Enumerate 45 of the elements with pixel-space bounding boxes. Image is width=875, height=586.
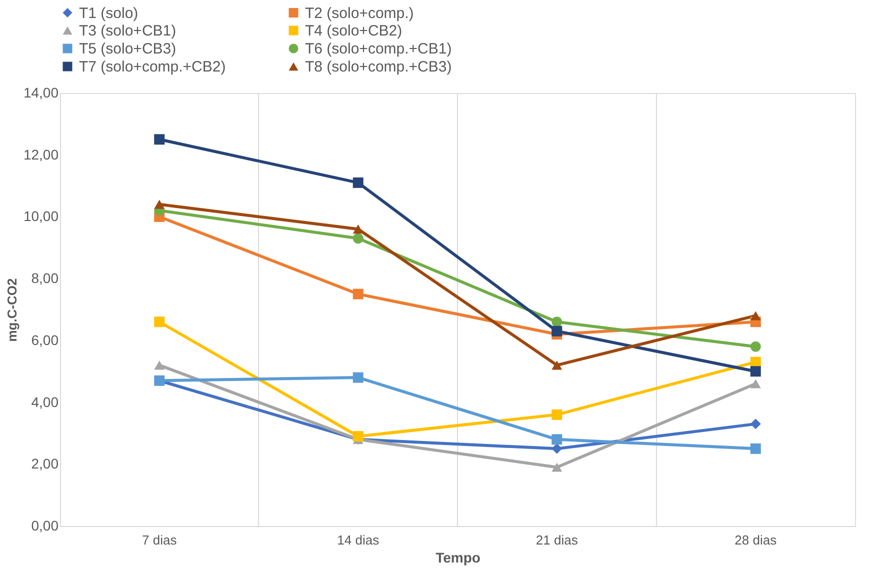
- point: [154, 200, 165, 209]
- point: [552, 316, 562, 328]
- x-axis-title: Tempo: [436, 550, 480, 566]
- y-tick-label: 10,00: [23, 208, 59, 224]
- point: [352, 224, 364, 234]
- point: [154, 134, 165, 145]
- point: [552, 462, 562, 472]
- point: [352, 177, 364, 188]
- legend-label: T7 (solo+comp.+CB2): [79, 58, 226, 76]
- legend-label: T2 (solo+comp.): [305, 4, 414, 22]
- x-tick-label: 21 dias: [536, 532, 578, 548]
- point: [750, 366, 761, 377]
- y-tick-label: 4,00: [31, 394, 59, 410]
- point: [552, 360, 562, 370]
- y-tick-label: 8,00: [31, 270, 59, 286]
- legend-label: T4 (solo+CB2): [305, 22, 402, 40]
- legend-label: T8 (solo+comp.+CB3): [305, 58, 452, 76]
- point: [750, 311, 761, 320]
- legend-label: T3 (solo+CB1): [79, 22, 176, 40]
- point: [352, 233, 364, 244]
- legend-label: T5 (solo+CB3): [79, 40, 176, 58]
- legend-label: T1 (solo): [79, 4, 138, 22]
- legend-label: T6 (solo+comp.+CB1): [305, 40, 452, 58]
- point: [352, 372, 364, 383]
- point: [352, 431, 364, 442]
- y-tick-label: 2,00: [31, 456, 59, 472]
- point: [750, 443, 761, 454]
- y-tick-label: 0,00: [31, 518, 59, 534]
- x-tick-label: 14 dias: [337, 532, 380, 548]
- point: [750, 418, 761, 430]
- x-tick-label: 7 dias: [142, 532, 178, 548]
- point: [552, 326, 562, 336]
- y-tick-label: 14,00: [23, 84, 59, 100]
- point: [154, 360, 165, 370]
- y-tick-label: 6,00: [31, 332, 59, 348]
- point: [552, 409, 562, 420]
- point: [552, 443, 562, 454]
- x-tick-label: 28 dias: [734, 532, 778, 548]
- point: [154, 316, 165, 328]
- y-axis-title: mg.C-CO2: [4, 278, 20, 342]
- point: [750, 379, 761, 388]
- y-tick-label: 12,00: [23, 146, 59, 162]
- point: [352, 288, 364, 300]
- point: [750, 341, 761, 352]
- point: [552, 434, 562, 445]
